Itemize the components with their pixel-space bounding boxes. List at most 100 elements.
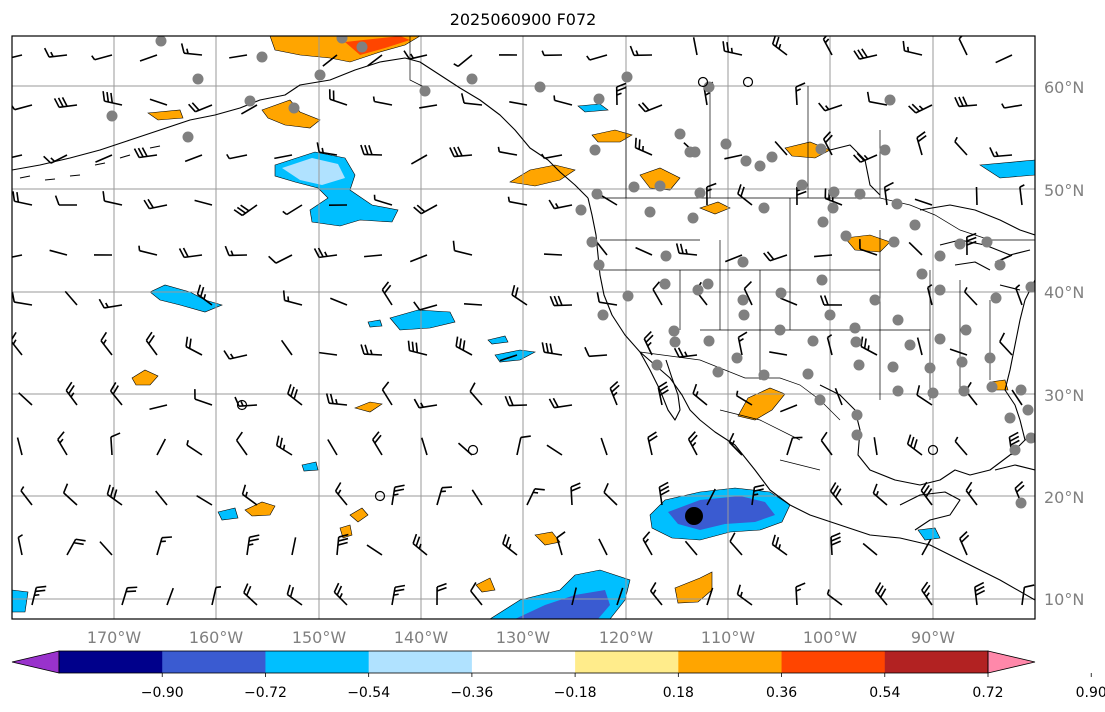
- station-markers: [106, 36, 1035, 509]
- contour-positive-us3: [737, 387, 786, 421]
- wind-barb: [102, 91, 123, 106]
- wind-barb: [436, 486, 453, 506]
- wind-barb: [643, 331, 654, 356]
- station-marker: [651, 359, 663, 371]
- wind-barb: [822, 36, 833, 56]
- wind-barb: [826, 589, 843, 606]
- wind-barb: [965, 481, 978, 506]
- wind-barb: [647, 431, 658, 456]
- station-marker: [986, 381, 998, 393]
- station-marker: [591, 188, 603, 200]
- wind-barb: [139, 54, 158, 62]
- lon-label: 170°W: [87, 628, 142, 647]
- wind-barb: [916, 385, 933, 406]
- lon-label: 120°W: [599, 628, 654, 647]
- station-marker: [774, 324, 786, 336]
- wind-barb: [548, 199, 573, 210]
- wind-barb: [99, 541, 113, 556]
- wind-barb: [410, 154, 428, 165]
- wind-barb: [769, 351, 788, 356]
- wind-barb: [282, 290, 303, 306]
- wind-barb: [634, 137, 653, 156]
- wind-barb: [12, 154, 23, 159]
- wind-barb: [268, 254, 293, 264]
- wind-barb: [407, 340, 428, 356]
- wind-barb: [110, 432, 121, 456]
- wind-barb: [908, 241, 923, 256]
- station-marker: [927, 387, 939, 399]
- station-marker: [990, 292, 1002, 304]
- station-marker: [994, 259, 1006, 271]
- wind-barb: [826, 334, 833, 356]
- wind-barb: [906, 434, 923, 456]
- wind-barb: [507, 196, 528, 206]
- wind-barb: [145, 331, 158, 356]
- station-marker: [622, 290, 634, 302]
- wind-barb: [541, 342, 563, 356]
- colorbar-tick-label: −0.18: [554, 685, 597, 701]
- wind-barb: [920, 481, 933, 506]
- wind-barb: [509, 101, 528, 106]
- contour-negative-165w: [149, 284, 223, 313]
- station-marker: [853, 359, 865, 371]
- border-us-canada: [596, 197, 1035, 241]
- station-marker: [692, 284, 704, 296]
- wind-barb: [684, 540, 698, 556]
- colorbar-tick-label: −0.90: [141, 685, 184, 701]
- lon-label: 100°W: [803, 628, 858, 647]
- wind-barb: [675, 243, 698, 256]
- wind-barb: [629, 45, 653, 57]
- station-marker: [660, 250, 672, 262]
- station-marker: [740, 155, 752, 167]
- wind-barb: [372, 96, 393, 106]
- lat-label: 30°N: [1044, 386, 1084, 405]
- wind-barb: [333, 582, 348, 606]
- contour-positive-small2: [354, 401, 383, 413]
- station-marker: [851, 409, 863, 421]
- wind-barb: [20, 486, 33, 506]
- coastline-great-lakes: [939, 239, 1031, 291]
- station-marker: [597, 309, 609, 321]
- wind-barb: [541, 50, 563, 57]
- coastline-east-canada: [919, 204, 1035, 236]
- wind-barb: [975, 186, 978, 206]
- wind-barb: [328, 89, 348, 106]
- wind-barb: [226, 153, 248, 160]
- contour-negative-small7: [301, 461, 319, 472]
- wind-barb: [1019, 184, 1025, 206]
- wind-barb: [673, 347, 698, 358]
- wind-barb: [974, 581, 986, 606]
- wind-barb: [156, 536, 172, 556]
- wind-barb: [692, 383, 708, 406]
- station-marker: [828, 186, 840, 198]
- wind-barb: [224, 245, 248, 257]
- station-marker: [687, 212, 699, 224]
- wind-barb: [595, 240, 608, 256]
- wind-barb: [652, 281, 663, 306]
- wind-barb: [366, 544, 383, 556]
- wind-barb: [914, 198, 933, 206]
- calm-marker: [374, 490, 386, 502]
- wind-barb: [916, 131, 927, 156]
- station-marker: [909, 219, 921, 231]
- wind-barb: [820, 431, 833, 456]
- latitude-labels: 60°N 50°N 40°N 30°N 20°N 10°N: [1044, 78, 1084, 609]
- colorbar-segment: [884, 651, 989, 673]
- station-marker: [738, 309, 750, 321]
- station-marker: [586, 236, 598, 248]
- wind-barb: [818, 102, 843, 112]
- wind-barbs: [12, 36, 1035, 606]
- wind-barb: [584, 346, 608, 358]
- wind-barb: [188, 102, 213, 113]
- wind-barb: [729, 532, 743, 556]
- wind-barb: [403, 50, 428, 60]
- wind-barb: [499, 354, 518, 362]
- wind-barb: [502, 534, 518, 556]
- station-marker: [807, 335, 819, 347]
- wind-barb: [853, 48, 878, 60]
- station-marker: [1025, 281, 1035, 293]
- station-marker: [887, 361, 899, 373]
- lat-label: 20°N: [1044, 488, 1084, 507]
- colorbar-segment: [781, 651, 886, 673]
